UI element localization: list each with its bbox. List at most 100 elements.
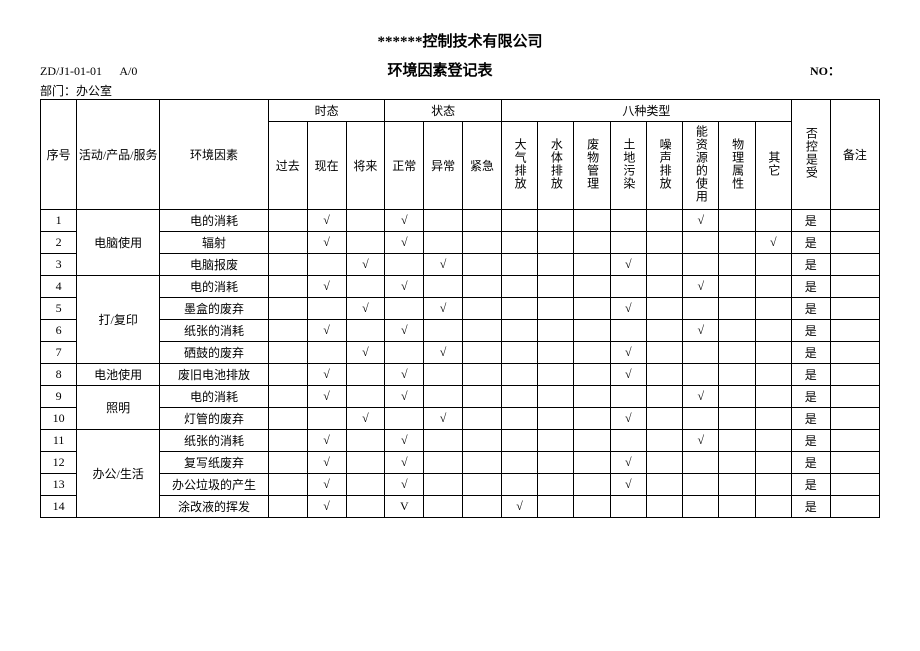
cell-time: [346, 210, 385, 232]
cell-control: 是: [791, 430, 830, 452]
cell-control: 是: [791, 474, 830, 496]
cell-time: [268, 430, 307, 452]
cell-control: 是: [791, 408, 830, 430]
cell-type: [719, 408, 755, 430]
cell-seq: 7: [41, 342, 77, 364]
th-note: 备注: [830, 100, 879, 210]
cell-state: V: [385, 496, 424, 518]
table-row: 5墨盒的废弃√√√是: [41, 298, 880, 320]
cell-seq: 14: [41, 496, 77, 518]
cell-type: [538, 364, 574, 386]
cell-type: [646, 474, 682, 496]
cell-seq: 2: [41, 232, 77, 254]
cell-activity: 办公/生活: [77, 430, 160, 518]
cell-factor: 灯管的废弃: [160, 408, 269, 430]
th-state: 正常: [385, 122, 424, 210]
cell-factor: 辐射: [160, 232, 269, 254]
cell-state: [424, 452, 463, 474]
cell-time: [268, 232, 307, 254]
cell-type: [646, 364, 682, 386]
cell-time: [346, 232, 385, 254]
cell-type: [610, 320, 646, 342]
table-row: 6纸张的消耗√√√是: [41, 320, 880, 342]
cell-type: [719, 386, 755, 408]
cell-time: √: [307, 320, 346, 342]
cell-time: √: [307, 496, 346, 518]
cell-type: [646, 320, 682, 342]
th-state: 紧急: [463, 122, 502, 210]
doc-code: ZD/J1-01-01: [40, 64, 102, 78]
cell-state: [385, 342, 424, 364]
th-type: 土地污染: [610, 122, 646, 210]
cell-type: [719, 320, 755, 342]
cell-time: [307, 298, 346, 320]
cell-time: [307, 408, 346, 430]
cell-time: √: [307, 210, 346, 232]
cell-factor: 办公垃圾的产生: [160, 474, 269, 496]
cell-time: √: [307, 364, 346, 386]
cell-type: [574, 210, 610, 232]
cell-control: 是: [791, 254, 830, 276]
cell-type: [501, 474, 537, 496]
th-type: 大气排放: [501, 122, 537, 210]
cell-type: [501, 320, 537, 342]
cell-type: [538, 276, 574, 298]
doc-header: ZD/J1-01-01 A/0 环境因素登记表 NO：: [40, 59, 880, 80]
cell-activity: 打/复印: [77, 276, 160, 364]
cell-state: √: [385, 276, 424, 298]
cell-type: [574, 386, 610, 408]
th-type: 能资源的使用: [683, 122, 719, 210]
cell-type: √: [683, 276, 719, 298]
cell-factor: 纸张的消耗: [160, 430, 269, 452]
cell-type: [646, 232, 682, 254]
cell-type: [610, 276, 646, 298]
cell-type: [646, 408, 682, 430]
cell-state: [424, 320, 463, 342]
cell-type: [755, 496, 791, 518]
cell-time: [346, 276, 385, 298]
cell-type: [501, 408, 537, 430]
cell-type: [646, 298, 682, 320]
cell-type: [610, 232, 646, 254]
cell-state: [424, 276, 463, 298]
th-type: 其它: [755, 122, 791, 210]
cell-type: [646, 386, 682, 408]
cell-state: [463, 276, 502, 298]
cell-type: [574, 232, 610, 254]
cell-note: [830, 496, 879, 518]
cell-note: [830, 276, 879, 298]
cell-control: 是: [791, 232, 830, 254]
cell-time: √: [307, 430, 346, 452]
cell-type: [538, 342, 574, 364]
cell-state: [463, 232, 502, 254]
cell-control: 是: [791, 298, 830, 320]
cell-type: [755, 408, 791, 430]
cell-state: √: [424, 408, 463, 430]
cell-type: √: [610, 474, 646, 496]
cell-type: [574, 276, 610, 298]
cell-time: [307, 342, 346, 364]
cell-type: [610, 430, 646, 452]
cell-time: [346, 452, 385, 474]
cell-seq: 8: [41, 364, 77, 386]
cell-control: 是: [791, 210, 830, 232]
cell-activity: 照明: [77, 386, 160, 430]
cell-time: [268, 386, 307, 408]
cell-type: [646, 496, 682, 518]
cell-type: [538, 298, 574, 320]
cell-state: [424, 430, 463, 452]
cell-seq: 3: [41, 254, 77, 276]
cell-type: [538, 430, 574, 452]
cell-factor: 墨盒的废弃: [160, 298, 269, 320]
cell-control: 是: [791, 276, 830, 298]
cell-type: [538, 320, 574, 342]
cell-type: [755, 298, 791, 320]
cell-type: [683, 364, 719, 386]
cell-type: [719, 364, 755, 386]
cell-note: [830, 364, 879, 386]
cell-factor: 电的消耗: [160, 386, 269, 408]
table-row: 2辐射√√√是: [41, 232, 880, 254]
cell-type: [719, 298, 755, 320]
cell-state: [463, 408, 502, 430]
cell-note: [830, 408, 879, 430]
